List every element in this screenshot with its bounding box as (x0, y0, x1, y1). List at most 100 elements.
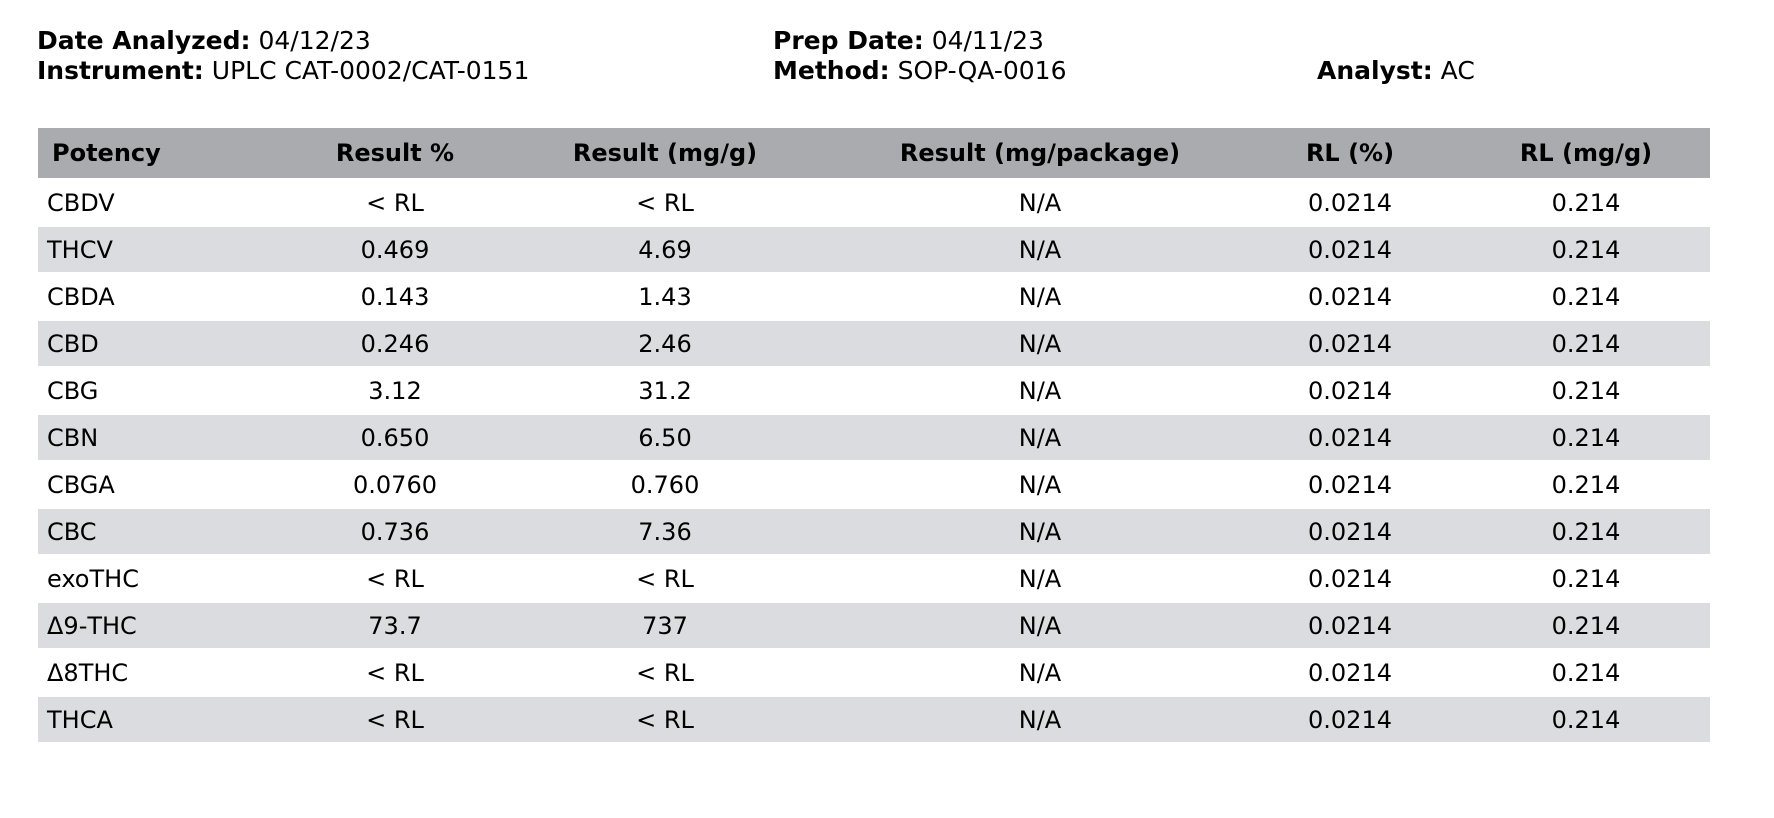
table-row: THCA < RL < RL N/A 0.0214 0.214 (38, 697, 1710, 742)
cell-rl-mg-g: 0.214 (1462, 274, 1710, 319)
cell-result-pct: < RL (302, 556, 488, 601)
cell-rl-mg-g: 0.214 (1462, 180, 1710, 225)
cell-result-mg-package: N/A (842, 415, 1238, 460)
table-row: CBC 0.736 7.36 N/A 0.0214 0.214 (38, 509, 1710, 554)
cell-result-mg-g: 0.760 (488, 462, 842, 507)
column-header-result-mg-package: Result (mg/package) (842, 128, 1238, 178)
cell-result-mg-package: N/A (842, 274, 1238, 319)
cell-analyte: THCV (38, 227, 302, 272)
cell-result-pct: 0.650 (302, 415, 488, 460)
cell-rl-mg-g: 0.214 (1462, 603, 1710, 648)
cell-analyte: CBN (38, 415, 302, 460)
cell-result-pct: 0.736 (302, 509, 488, 554)
cell-rl-mg-g: 0.214 (1462, 227, 1710, 272)
potency-results-table: Potency Result % Result (mg/g) Result (mg/p… (38, 126, 1710, 744)
cell-rl-mg-g: 0.214 (1462, 509, 1710, 554)
instrument-label: Instrument: (37, 56, 204, 85)
cell-result-pct: 0.246 (302, 321, 488, 366)
cell-analyte: CBDA (38, 274, 302, 319)
method-value: SOP-QA-0016 (897, 56, 1067, 85)
table-row: CBD 0.246 2.46 N/A 0.0214 0.214 (38, 321, 1710, 366)
cell-rl-pct: 0.0214 (1238, 368, 1462, 413)
cell-result-mg-g: 7.36 (488, 509, 842, 554)
cell-result-mg-g: 737 (488, 603, 842, 648)
cell-rl-mg-g: 0.214 (1462, 368, 1710, 413)
cell-result-mg-package: N/A (842, 650, 1238, 695)
cell-rl-mg-g: 0.214 (1462, 462, 1710, 507)
cell-result-mg-package: N/A (842, 509, 1238, 554)
table-row: CBDV < RL < RL N/A 0.0214 0.214 (38, 180, 1710, 225)
cell-analyte: exoTHC (38, 556, 302, 601)
cell-result-mg-g: 31.2 (488, 368, 842, 413)
table-row: THCV 0.469 4.69 N/A 0.0214 0.214 (38, 227, 1710, 272)
analyst-value: AC (1440, 56, 1475, 85)
cell-result-pct: 3.12 (302, 368, 488, 413)
meta-date-analyzed: Date Analyzed: 04/12/23 (37, 26, 371, 56)
cell-result-mg-package: N/A (842, 227, 1238, 272)
cell-result-mg-package: N/A (842, 462, 1238, 507)
column-header-result-pct: Result % (302, 128, 488, 178)
cell-result-pct: < RL (302, 697, 488, 742)
prep-date-value: 04/11/23 (931, 26, 1044, 55)
cell-result-mg-g: < RL (488, 697, 842, 742)
cell-analyte: CBG (38, 368, 302, 413)
cell-analyte: Δ8THC (38, 650, 302, 695)
meta-method: Method: SOP-QA-0016 (773, 56, 1067, 86)
table-row: Δ9-THC 73.7 737 N/A 0.0214 0.214 (38, 603, 1710, 648)
cell-analyte: CBC (38, 509, 302, 554)
column-header-rl-mg-g: RL (mg/g) (1462, 128, 1710, 178)
cell-result-mg-g: < RL (488, 556, 842, 601)
cell-rl-mg-g: 0.214 (1462, 415, 1710, 460)
meta-analyst: Analyst: AC (1317, 56, 1475, 86)
cell-result-mg-package: N/A (842, 603, 1238, 648)
cell-result-mg-g: 1.43 (488, 274, 842, 319)
cell-result-mg-package: N/A (842, 180, 1238, 225)
analyst-label: Analyst: (1317, 56, 1433, 85)
table-row: CBG 3.12 31.2 N/A 0.0214 0.214 (38, 368, 1710, 413)
cell-rl-pct: 0.0214 (1238, 321, 1462, 366)
cell-result-mg-package: N/A (842, 697, 1238, 742)
cell-analyte: Δ9-THC (38, 603, 302, 648)
cell-rl-pct: 0.0214 (1238, 227, 1462, 272)
cell-analyte: CBGA (38, 462, 302, 507)
cell-result-mg-g: < RL (488, 180, 842, 225)
date-analyzed-value: 04/12/23 (258, 26, 371, 55)
column-header-analyte: Potency (38, 128, 302, 178)
cell-result-pct: < RL (302, 180, 488, 225)
cell-result-mg-g: < RL (488, 650, 842, 695)
cell-rl-mg-g: 0.214 (1462, 321, 1710, 366)
table-row: CBN 0.650 6.50 N/A 0.0214 0.214 (38, 415, 1710, 460)
table-body: CBDV < RL < RL N/A 0.0214 0.214 THCV 0.469 4.69 N… (38, 180, 1710, 742)
cell-result-pct: 0.469 (302, 227, 488, 272)
cell-result-pct: 0.143 (302, 274, 488, 319)
column-header-rl-pct: RL (%) (1238, 128, 1462, 178)
meta-prep-date: Prep Date: 04/11/23 (773, 26, 1044, 56)
table-row: Δ8THC < RL < RL N/A 0.0214 0.214 (38, 650, 1710, 695)
prep-date-label: Prep Date: (773, 26, 924, 55)
cell-result-pct: < RL (302, 650, 488, 695)
cell-rl-pct: 0.0214 (1238, 180, 1462, 225)
table-header-row: Potency Result % Result (mg/g) Result (mg/p… (38, 128, 1710, 178)
cell-rl-mg-g: 0.214 (1462, 556, 1710, 601)
column-header-result-mg-g: Result (mg/g) (488, 128, 842, 178)
cell-result-mg-g: 2.46 (488, 321, 842, 366)
cell-analyte: CBD (38, 321, 302, 366)
meta-instrument: Instrument: UPLC CAT-0002/CAT-0151 (37, 56, 529, 86)
cell-rl-mg-g: 0.214 (1462, 697, 1710, 742)
cell-result-mg-package: N/A (842, 368, 1238, 413)
table-row: CBDA 0.143 1.43 N/A 0.0214 0.214 (38, 274, 1710, 319)
cell-rl-pct: 0.0214 (1238, 415, 1462, 460)
cell-result-mg-package: N/A (842, 556, 1238, 601)
cell-result-mg-package: N/A (842, 321, 1238, 366)
cell-result-pct: 73.7 (302, 603, 488, 648)
cell-rl-pct: 0.0214 (1238, 697, 1462, 742)
table-row: CBGA 0.0760 0.760 N/A 0.0214 0.214 (38, 462, 1710, 507)
cell-result-mg-g: 4.69 (488, 227, 842, 272)
cell-analyte: THCA (38, 697, 302, 742)
date-analyzed-label: Date Analyzed: (37, 26, 251, 55)
cell-rl-pct: 0.0214 (1238, 462, 1462, 507)
cell-analyte: CBDV (38, 180, 302, 225)
instrument-value: UPLC CAT-0002/CAT-0151 (211, 56, 530, 85)
cell-rl-mg-g: 0.214 (1462, 650, 1710, 695)
